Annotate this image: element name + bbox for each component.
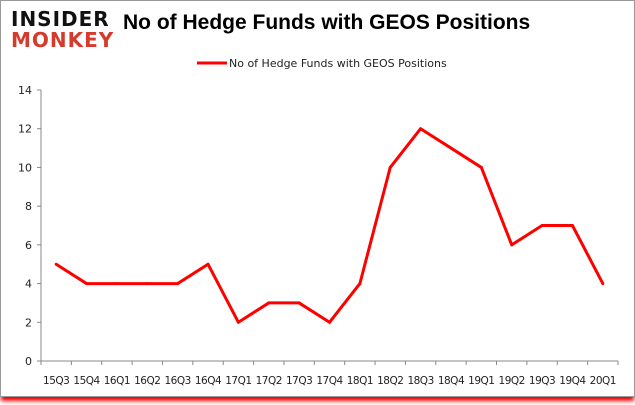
data-point xyxy=(358,282,362,286)
line-chart: 0 2 4 6 8 10 12 14 15Q3 15Q4 16Q1 16Q2 16Q3 16Q4 17Q1 1… xyxy=(18,57,619,387)
x-tick-label: 17Q1 xyxy=(225,375,251,387)
y-tick-label: 10 xyxy=(18,161,32,174)
insider-monkey-logo: INSIDER MONKEY xyxy=(11,9,114,51)
x-tick-label: 16Q2 xyxy=(134,375,160,387)
data-point xyxy=(449,146,453,150)
x-tick-label: 18Q2 xyxy=(377,375,403,387)
data-point xyxy=(236,320,240,324)
x-tick-label: 18Q4 xyxy=(438,375,465,387)
logo-line1: INSIDER xyxy=(11,7,110,31)
data-point xyxy=(145,282,149,286)
y-tick-label: 2 xyxy=(25,316,32,329)
y-tick-label: 4 xyxy=(25,278,32,291)
data-point xyxy=(297,301,301,305)
logo-line2: MONKEY xyxy=(11,28,115,52)
data-point xyxy=(328,320,331,324)
x-tick-label: 20Q1 xyxy=(590,375,616,387)
data-point xyxy=(540,224,544,227)
x-tick-label: 17Q2 xyxy=(256,375,282,387)
x-tick-label: 15Q4 xyxy=(73,375,100,387)
x-tick-label: 19Q2 xyxy=(499,375,525,387)
data-point xyxy=(510,243,514,247)
x-tick-label: 19Q1 xyxy=(468,375,494,387)
data-point xyxy=(601,282,605,286)
y-tick-label: 0 xyxy=(25,355,32,368)
data-point xyxy=(85,282,89,286)
x-tick-label: 16Q3 xyxy=(165,375,191,387)
x-tick-label: 18Q1 xyxy=(347,375,373,387)
data-point xyxy=(176,282,180,286)
x-tick-label: 19Q4 xyxy=(559,375,586,387)
x-tick-label: 18Q3 xyxy=(407,375,433,387)
x-tick-label: 15Q3 xyxy=(43,375,69,387)
x-tick-label: 16Q1 xyxy=(104,375,130,387)
chart-title: No of Hedge Funds with GEOS Positions xyxy=(123,11,531,34)
legend-label: No of Hedge Funds with GEOS Positions xyxy=(229,57,447,70)
y-tick-label: 12 xyxy=(18,123,32,136)
data-point xyxy=(206,262,210,266)
x-tick-label: 19Q3 xyxy=(529,375,555,387)
data-point xyxy=(54,262,58,266)
data-point xyxy=(419,127,423,131)
data-point xyxy=(570,224,574,227)
x-tick-label: 17Q4 xyxy=(316,375,343,387)
x-tick-label: 16Q4 xyxy=(195,375,222,387)
data-point xyxy=(115,282,119,286)
y-tick-label: 6 xyxy=(25,239,32,252)
y-tick-label: 8 xyxy=(25,200,32,213)
data-point xyxy=(479,165,483,169)
x-tick-label: 17Q3 xyxy=(286,375,312,387)
data-point xyxy=(267,301,271,305)
data-point xyxy=(388,165,392,169)
y-tick-label: 14 xyxy=(18,84,32,97)
series-line xyxy=(55,127,605,324)
